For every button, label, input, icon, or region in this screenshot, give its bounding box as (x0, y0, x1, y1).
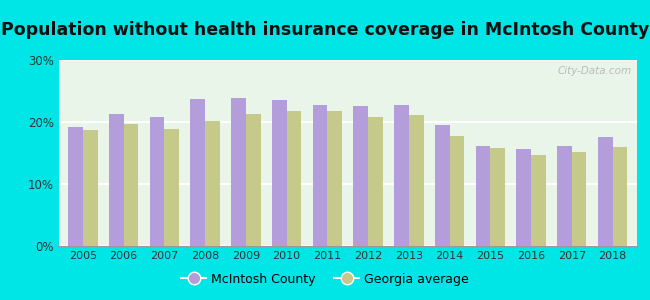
Text: City-Data.com: City-Data.com (557, 66, 631, 76)
Bar (246, 114, 261, 246)
Bar (450, 136, 464, 246)
Bar (124, 124, 138, 246)
Bar (287, 111, 302, 246)
Bar (68, 127, 83, 246)
Bar (205, 122, 220, 246)
Bar (354, 106, 368, 246)
Bar (476, 146, 490, 246)
Bar (313, 105, 328, 246)
Text: Population without health insurance coverage in McIntosh County: Population without health insurance cove… (1, 21, 649, 39)
Bar (272, 100, 287, 246)
Bar (531, 155, 546, 246)
Bar (328, 111, 342, 246)
Bar (557, 146, 572, 246)
Bar (83, 130, 98, 246)
Bar (435, 125, 450, 246)
Bar (150, 117, 164, 246)
Legend: McIntosh County, Georgia average: McIntosh County, Georgia average (176, 268, 474, 291)
Bar (516, 149, 531, 246)
Bar (164, 129, 179, 246)
Bar (612, 147, 627, 246)
Bar (394, 105, 409, 246)
Bar (409, 115, 424, 246)
Bar (109, 114, 124, 246)
Bar (598, 137, 612, 246)
Bar (490, 148, 505, 246)
Bar (572, 152, 586, 246)
Bar (368, 117, 383, 246)
Bar (190, 99, 205, 246)
Bar (231, 98, 246, 246)
